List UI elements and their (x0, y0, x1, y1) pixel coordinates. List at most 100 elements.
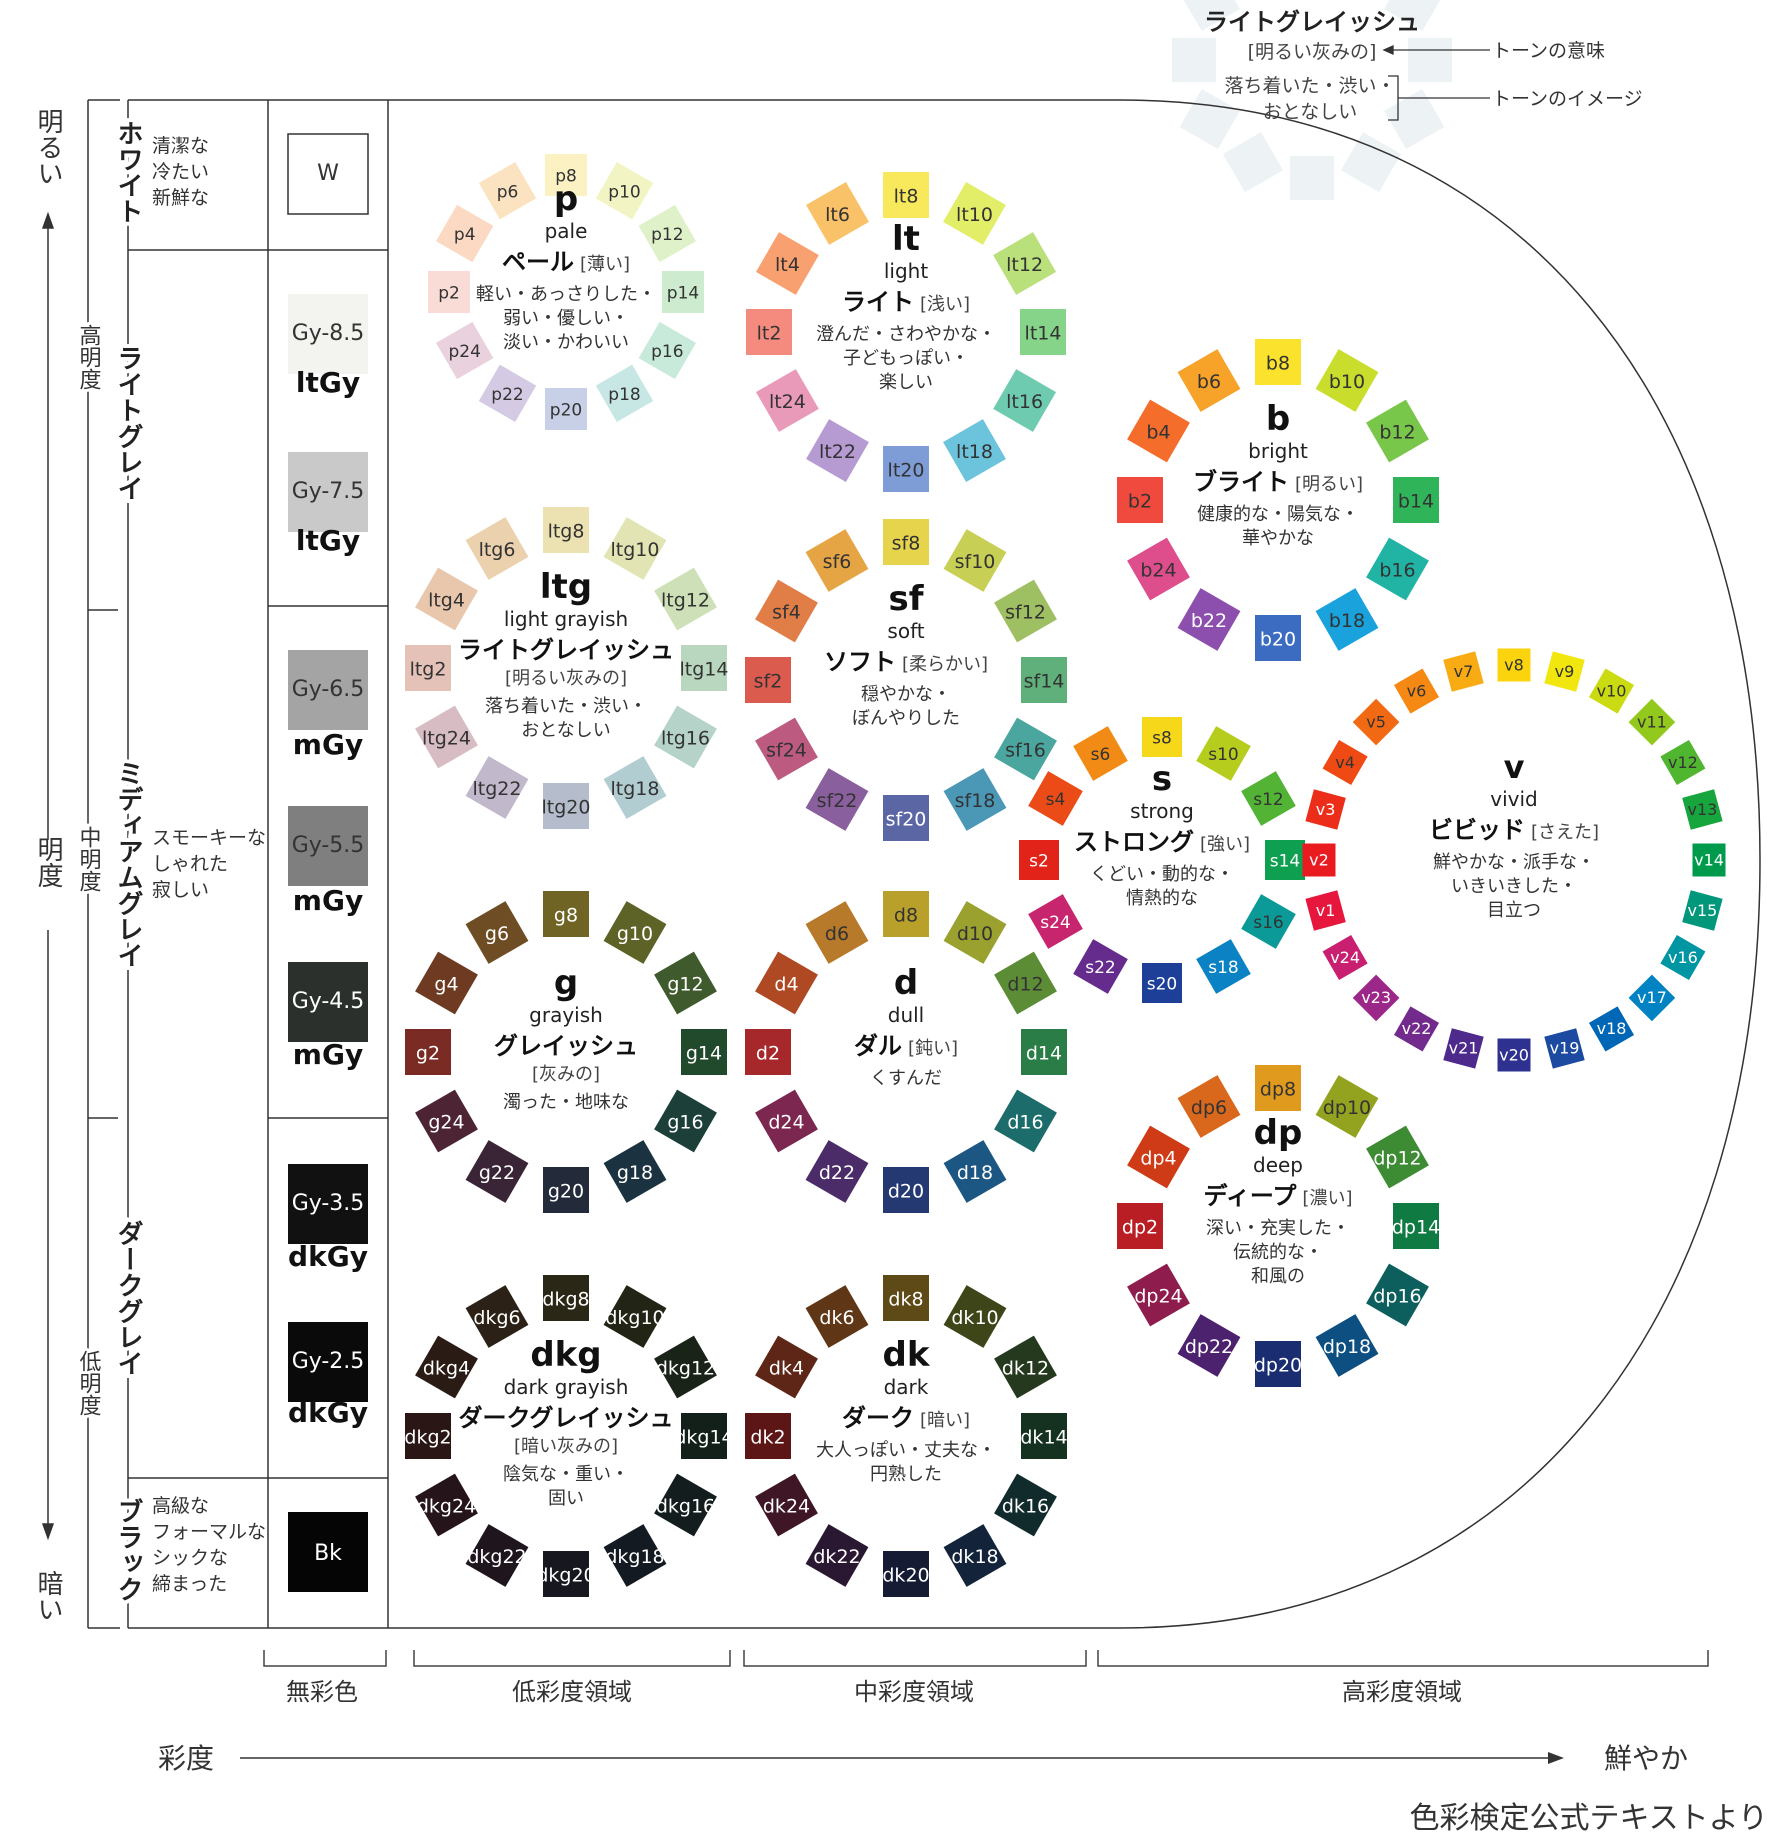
chip-swatch (746, 309, 792, 355)
chip-swatch (654, 1473, 717, 1537)
chip-label: dp22 (1185, 1336, 1233, 1358)
chip-dk10: dk10 (943, 1285, 1007, 1348)
tone-english: deep (1253, 1153, 1303, 1177)
chip-label: g16 (667, 1111, 703, 1133)
chip-v2: v2 (1302, 843, 1336, 877)
chip-d10: d10 (943, 901, 1007, 964)
chip-swatch (883, 891, 929, 937)
chip-dk24: dk24 (755, 1473, 818, 1537)
chip-label: ltg4 (428, 589, 465, 611)
chip-dk22: dk22 (805, 1524, 869, 1587)
chip-p2: p2 (428, 271, 470, 313)
chip-label: v16 (1668, 948, 1698, 967)
tone-image-line: 子どもっぽい・ (843, 348, 969, 369)
chip-label: b2 (1128, 490, 1152, 512)
tone-english: strong (1130, 799, 1194, 823)
achromatic-swatch (288, 452, 368, 532)
chip-swatch (1117, 1203, 1163, 1249)
tone-image-line: 大人っぽい・丈夫な・ (816, 1440, 996, 1461)
chip-dp22: dp22 (1177, 1314, 1241, 1377)
chip-swatch (1127, 1125, 1190, 1189)
chip-swatch (1497, 1038, 1531, 1072)
chip-label: dkg16 (656, 1495, 715, 1517)
chip-label: g14 (686, 1042, 722, 1064)
chip-ltg18: ltg18 (603, 756, 667, 819)
tone-meaning: [薄い] (580, 254, 630, 275)
tone-jp: ペール (502, 248, 574, 276)
chip-swatch (755, 579, 818, 643)
chip-label: v8 (1504, 655, 1524, 674)
tone-meaning: [明るい] (1295, 474, 1363, 495)
tone-image-line: 落ち着いた・渋い・ (485, 696, 647, 717)
chip-label: b20 (1260, 628, 1296, 650)
tone-wheel-lt: lt2 lt4 lt6 lt8 lt10 lt12 lt14 lt16 lt18 lt20 lt22… (746, 172, 1066, 492)
chip-swatch (415, 951, 478, 1015)
chip-dk20: dk20 (882, 1551, 930, 1597)
chip-label: b4 (1146, 421, 1170, 443)
chip-swatch (1177, 1075, 1241, 1138)
chip-dkg6: dkg6 (465, 1285, 529, 1348)
chip-label: s6 (1091, 745, 1111, 765)
chip-swatch (1366, 537, 1429, 601)
tone-image-line: 軽い・あっさりした・ (476, 284, 656, 305)
chip-g8: g8 (543, 891, 589, 937)
chip-swatch (1127, 399, 1190, 463)
chip-label: dp10 (1323, 1097, 1371, 1119)
chip-swatch (543, 1551, 589, 1597)
chip-label: dkg6 (473, 1307, 520, 1329)
chip-swatch (415, 567, 478, 631)
chip-swatch (1544, 1028, 1585, 1069)
chip-label: dk2 (750, 1426, 785, 1448)
chip-swatch (543, 1275, 589, 1321)
chip-label: sf8 (892, 532, 921, 554)
chip-label: b12 (1379, 421, 1415, 443)
chip-label: dk10 (951, 1307, 998, 1329)
chip-swatch (428, 271, 470, 313)
region-high-saturation: 高彩度領域 (1342, 1678, 1462, 1706)
chip-label: p2 (438, 284, 460, 304)
chip-label: ltg16 (661, 727, 710, 749)
white-desc-line: 清潔な (152, 135, 209, 157)
chip-ltg10: ltg10 (603, 517, 667, 580)
chip-p12: p12 (638, 204, 696, 263)
chip-swatch (1021, 1413, 1067, 1459)
tone-abbr: s (1152, 759, 1172, 799)
chip-g22: g22 (465, 1140, 529, 1203)
chip-label: d14 (1026, 1042, 1062, 1064)
chip-label: v20 (1499, 1045, 1529, 1064)
chip-label: sf22 (817, 790, 858, 812)
group-darkgray-label: ダークグレイ (113, 1220, 143, 1376)
chip-label: dkg10 (605, 1307, 664, 1329)
chip-v3: v3 (1305, 789, 1346, 830)
tone-image-line: 鮮やかな・派手な・ (1433, 852, 1595, 873)
tone-meaning: [灰みの] (532, 1064, 600, 1085)
chip-swatch (1196, 939, 1251, 994)
chip-swatch (805, 768, 869, 831)
group-mediumgray-label: ミディアムグレイ (113, 760, 143, 968)
achromatic-code: Gy-7.5 (292, 479, 365, 504)
chip-dk2: dk2 (745, 1413, 791, 1459)
chip-g18: g18 (603, 1140, 667, 1203)
chip-swatch (1315, 349, 1379, 412)
chip-dkg4: dkg4 (415, 1335, 478, 1399)
chip-label: p22 (491, 385, 523, 405)
chip-g14: g14 (681, 1029, 727, 1075)
chip-swatch (1628, 974, 1676, 1022)
chip-label: s22 (1085, 958, 1116, 978)
tone-image-line: 穏やかな・ (861, 684, 951, 705)
chip-label: ltg8 (548, 520, 585, 542)
chip-v20: v20 (1497, 1038, 1531, 1072)
black-desc-line: フォーマルな (152, 1521, 266, 1543)
chip-label: sf24 (766, 739, 807, 761)
chip-d12: d12 (994, 951, 1057, 1015)
group-white-label: ホワイト (113, 120, 143, 224)
chip-swatch (755, 717, 818, 781)
tone-meaning: [暗い灰みの] (514, 1436, 618, 1457)
tone-image-line: 淡い・かわいい (503, 332, 629, 353)
chip-swatch (993, 232, 1057, 295)
chip-label: d4 (774, 973, 798, 995)
chip-swatch (1019, 840, 1059, 880)
chip-swatch (1302, 843, 1336, 877)
chip-label: ltg22 (473, 778, 522, 800)
